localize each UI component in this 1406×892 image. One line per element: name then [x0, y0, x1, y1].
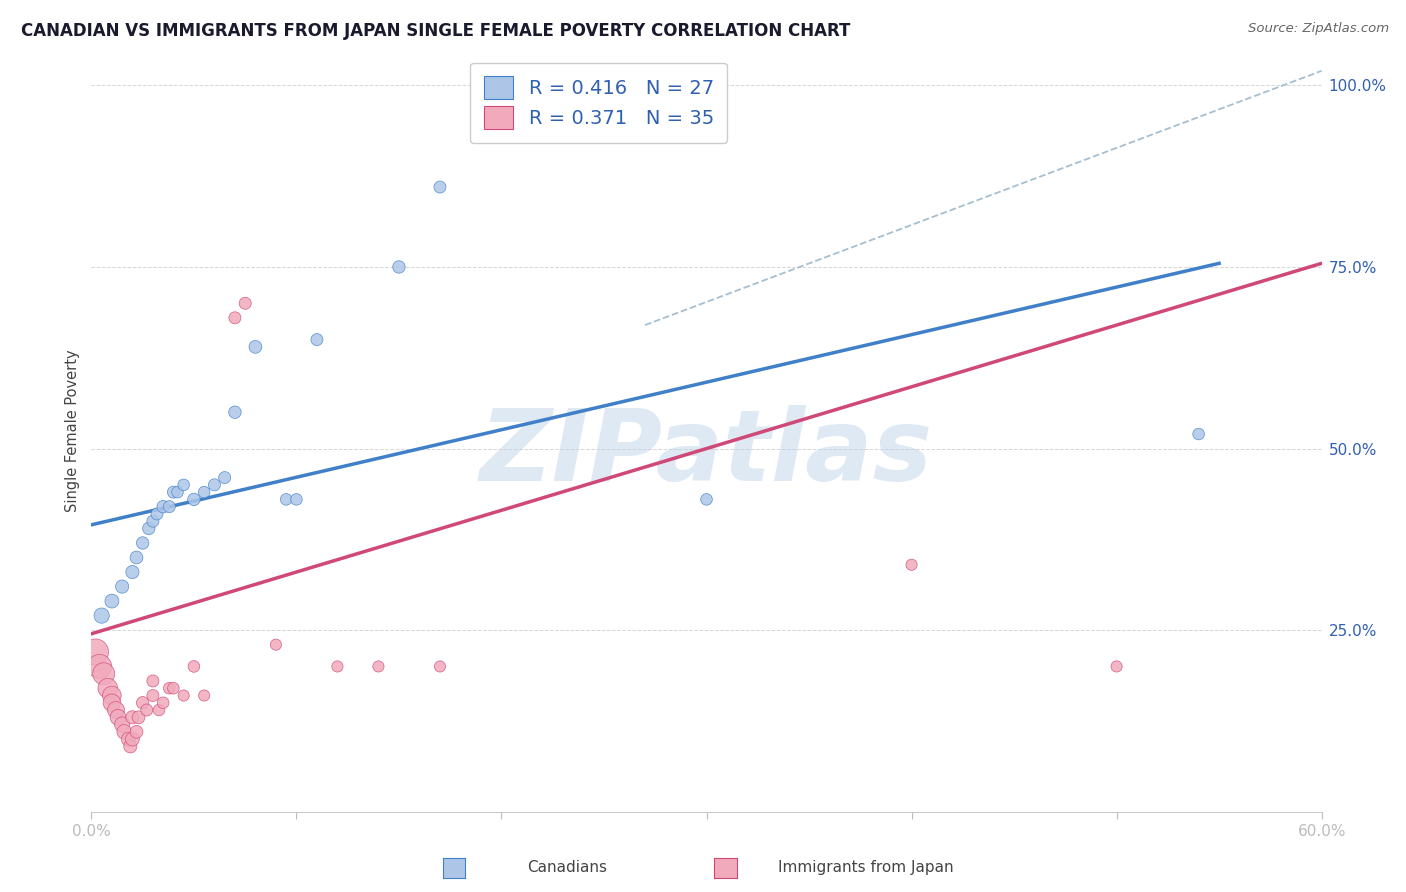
Point [128, 710, 150, 724]
Text: CANADIAN VS IMMIGRANTS FROM JAPAN SINGLE FEMALE POVERTY CORRELATION CHART: CANADIAN VS IMMIGRANTS FROM JAPAN SINGLE… [21, 22, 851, 40]
Point [157, 681, 180, 696]
Point [120, 739, 142, 754]
Point [107, 710, 129, 724]
Point [183, 492, 205, 507]
Point [111, 580, 134, 594]
Point [84, 645, 107, 659]
Point [1187, 427, 1209, 442]
Point [142, 514, 165, 528]
Point [285, 492, 308, 507]
Point [142, 673, 165, 688]
Point [326, 659, 349, 673]
Point [224, 405, 246, 419]
Point [388, 260, 411, 274]
Point [131, 536, 153, 550]
Point [89, 659, 111, 673]
Point [1105, 659, 1128, 673]
Point [193, 485, 215, 500]
Point [125, 550, 148, 565]
Point [148, 703, 170, 717]
Text: Source: ZipAtlas.com: Source: ZipAtlas.com [1249, 22, 1389, 36]
Point [276, 492, 298, 507]
Point [93, 666, 115, 681]
Point [245, 340, 267, 354]
Point [214, 470, 236, 484]
Legend: R = 0.416   N = 27, R = 0.371   N = 35: R = 0.416 N = 27, R = 0.371 N = 35 [470, 62, 727, 143]
Point [117, 732, 139, 747]
Point [101, 689, 124, 703]
Point [367, 659, 389, 673]
Text: ZIPatlas: ZIPatlas [479, 405, 934, 502]
Point [121, 710, 143, 724]
Point [429, 180, 451, 194]
Text: Immigrants from Japan: Immigrants from Japan [778, 860, 953, 874]
Point [131, 696, 153, 710]
Point [135, 703, 157, 717]
Text: Canadians: Canadians [527, 860, 607, 874]
Point [429, 659, 451, 673]
Point [90, 608, 112, 623]
Point [142, 689, 165, 703]
Point [121, 565, 143, 579]
Point [152, 500, 174, 514]
Point [173, 478, 195, 492]
Point [224, 310, 246, 325]
Point [193, 689, 215, 703]
Point [146, 507, 169, 521]
Point [138, 521, 160, 535]
Point [900, 558, 922, 572]
Point [152, 696, 174, 710]
Point [233, 296, 256, 310]
Point [173, 689, 195, 703]
Point [101, 696, 124, 710]
Point [264, 638, 287, 652]
Point [111, 717, 134, 731]
Point [166, 485, 188, 500]
Point [183, 659, 205, 673]
Y-axis label: Single Female Poverty: Single Female Poverty [65, 349, 80, 512]
Point [162, 485, 184, 500]
Point [105, 703, 127, 717]
Point [112, 724, 135, 739]
Point [305, 333, 328, 347]
Point [97, 681, 120, 696]
Point [695, 492, 717, 507]
Point [157, 500, 180, 514]
Point [162, 681, 184, 696]
Point [202, 478, 225, 492]
Point [121, 732, 143, 747]
Point [101, 594, 124, 608]
Point [125, 724, 148, 739]
